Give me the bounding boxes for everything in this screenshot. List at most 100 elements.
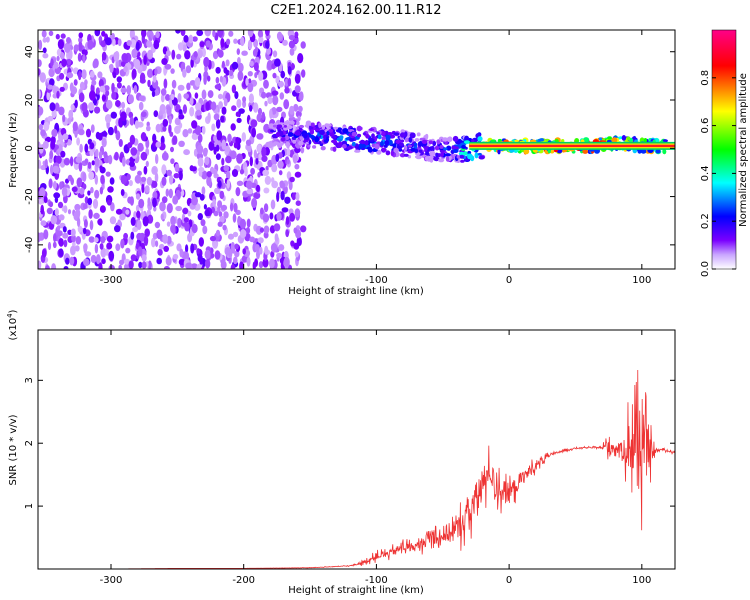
noise-blob xyxy=(276,106,283,113)
noise-blob xyxy=(263,79,269,89)
noise-blob xyxy=(280,70,285,79)
noise-blob xyxy=(70,245,76,256)
noise-blob xyxy=(242,248,246,255)
noise-blob xyxy=(137,142,144,152)
noise-blob xyxy=(220,115,225,123)
ridge-blob xyxy=(538,138,545,142)
noise-blob xyxy=(154,68,158,76)
noise-blob xyxy=(84,158,89,164)
noise-blob xyxy=(261,111,265,121)
noise-blob xyxy=(247,30,254,38)
noise-blob xyxy=(182,207,189,215)
noise-blob xyxy=(214,187,221,194)
noise-blob xyxy=(155,153,159,165)
noise-blob xyxy=(123,232,128,240)
ridge-blob xyxy=(424,156,429,161)
ridge-blob xyxy=(399,153,406,158)
noise-blob xyxy=(105,247,109,256)
noise-blob xyxy=(166,169,172,176)
noise-blob xyxy=(143,55,147,66)
noise-blob xyxy=(242,100,247,109)
noise-blob xyxy=(231,169,239,177)
spectrogram-frame xyxy=(37,29,676,270)
noise-blob xyxy=(297,53,304,64)
noise-blob xyxy=(47,115,54,122)
noise-blob xyxy=(63,68,69,75)
noise-blob xyxy=(217,30,224,38)
noise-blob xyxy=(85,128,92,138)
noise-blob xyxy=(223,165,230,172)
noise-blob xyxy=(241,132,246,142)
noise-blob xyxy=(117,219,122,227)
noise-blob xyxy=(152,197,157,208)
noise-blob xyxy=(129,39,137,48)
noise-blob xyxy=(97,218,103,226)
noise-blob xyxy=(214,84,222,90)
noise-blob xyxy=(101,51,107,61)
noise-blob xyxy=(100,174,105,185)
ridge-blob xyxy=(403,153,409,157)
noise-blob xyxy=(217,180,222,189)
noise-blob xyxy=(108,264,115,269)
noise-blob xyxy=(48,30,54,37)
noise-blob xyxy=(66,72,74,79)
x-tick-label: 100 xyxy=(632,275,651,286)
noise-blob xyxy=(225,69,230,76)
noise-blob xyxy=(246,218,251,228)
ridge-blob xyxy=(385,134,391,140)
colorbar-tick-label: 0.8 xyxy=(700,70,711,86)
noise-blob xyxy=(227,133,232,143)
noise-blob xyxy=(169,174,174,185)
noise-blob xyxy=(151,237,156,248)
noise-blob xyxy=(153,110,159,118)
noise-blob xyxy=(286,147,291,157)
ridge-blob xyxy=(371,133,375,139)
noise-blob xyxy=(205,101,210,111)
noise-blob xyxy=(146,121,150,127)
ridge-blob xyxy=(356,133,362,138)
colorbar-label: Normalized spectral amplitude xyxy=(738,73,749,227)
noise-blob xyxy=(233,202,238,213)
ridge-blob xyxy=(342,143,347,149)
noise-blob xyxy=(183,149,191,156)
noise-blob xyxy=(237,62,244,73)
snr-panel: -300 -200 -100 0 100 1 2 3 Height of straight … xyxy=(6,309,676,596)
ridge-blob xyxy=(272,124,278,128)
noise-blob xyxy=(239,168,245,175)
noise-blob xyxy=(204,156,210,166)
noise-blob xyxy=(293,227,298,234)
y-tick-label: -40 xyxy=(24,237,35,253)
x-tick-label: -300 xyxy=(100,275,123,286)
spectrogram-y-ticks: -40 -20 0 20 40 xyxy=(24,45,675,253)
ridge-blob xyxy=(390,150,394,157)
noise-blob xyxy=(262,169,270,176)
ridge-blob xyxy=(477,136,483,142)
noise-blob xyxy=(255,158,259,165)
noise-blob xyxy=(42,37,47,43)
noise-blob xyxy=(78,162,83,172)
noise-blob xyxy=(155,31,160,39)
noise-blob xyxy=(294,171,302,178)
y-tick-label: 40 xyxy=(24,45,35,58)
noise-blob xyxy=(98,262,103,269)
noise-blob xyxy=(226,38,231,46)
x-tick-label: -300 xyxy=(100,575,123,586)
noise-blob xyxy=(178,109,183,115)
ridge-blob xyxy=(445,156,450,162)
noise-blob xyxy=(88,209,93,219)
ridge-blob xyxy=(296,120,300,126)
noise-blob xyxy=(160,88,167,96)
noise-blob xyxy=(88,102,95,111)
noise-blob xyxy=(212,30,216,38)
noise-blob xyxy=(220,38,225,48)
ridge-blob xyxy=(662,139,668,143)
noise-blob xyxy=(228,30,234,37)
snr-y-ticks: 1 2 3 xyxy=(24,377,675,509)
noise-blob xyxy=(170,158,175,165)
colorbar-tick-label: 0.0 xyxy=(700,261,711,277)
noise-blob xyxy=(139,72,146,83)
noise-blob xyxy=(183,93,189,99)
noise-blob xyxy=(256,184,260,192)
noise-blob xyxy=(178,170,183,181)
colorbar-tick-label: 0.6 xyxy=(700,118,711,134)
